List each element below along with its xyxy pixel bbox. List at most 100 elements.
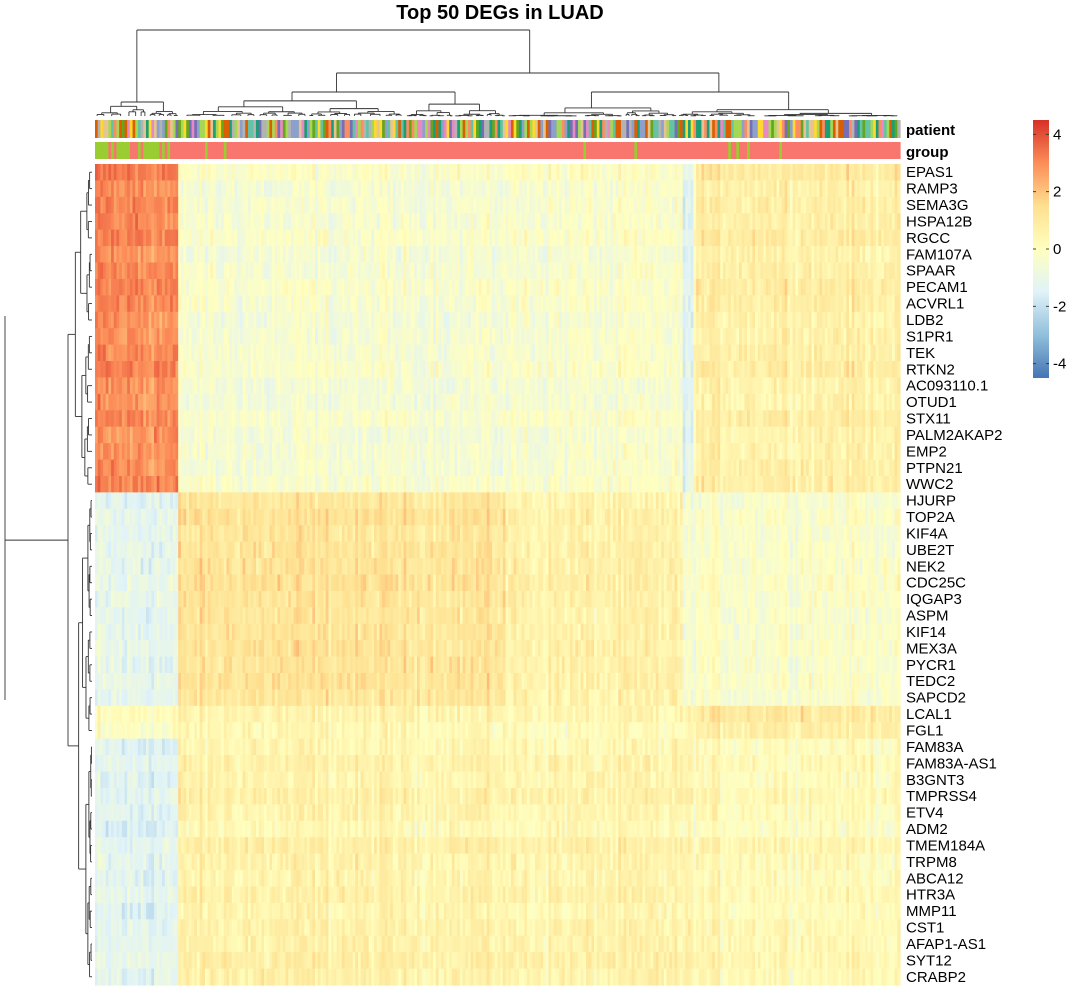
heatmap-cell: [449, 311, 453, 329]
heatmap-cell: [170, 278, 174, 296]
heatmap-cell: [781, 344, 786, 362]
heatmap-cell: [709, 295, 713, 313]
heatmap-cell: [274, 328, 279, 346]
heatmap-cell: [162, 262, 166, 280]
heatmap-cell: [376, 180, 381, 198]
heatmap-cell: [878, 311, 882, 329]
heatmap-cell: [647, 295, 652, 313]
heatmap-cell: [170, 311, 174, 329]
heatmap-cell: [282, 246, 287, 264]
heatmap-cell: [671, 295, 676, 313]
heatmap-cell: [470, 229, 474, 247]
heatmap-cell: [333, 164, 338, 182]
heatmap-cell: [784, 328, 788, 346]
heatmap-cell: [556, 311, 560, 329]
heatmap-cell: [205, 180, 209, 198]
heatmap-cell: [100, 295, 104, 313]
patient-annotation-cell: [553, 120, 558, 138]
heatmap-cell: [363, 295, 367, 313]
heatmap-cell: [229, 229, 233, 247]
patient-annotation-cell: [368, 120, 372, 138]
heatmap-cell: [315, 164, 319, 182]
group-annotation-cell: [266, 142, 271, 159]
heatmap-cell: [567, 180, 571, 198]
heatmap-cell: [543, 344, 547, 362]
heatmap-cell: [819, 328, 823, 346]
heatmap-cell: [647, 164, 652, 182]
heatmap-cell: [435, 311, 440, 329]
heatmap-cell: [513, 295, 517, 313]
group-annotation-cell: [733, 142, 737, 159]
heatmap-cell: [320, 246, 324, 264]
heatmap-cell: [505, 328, 509, 346]
heatmap-cell: [111, 164, 115, 182]
heatmap-cell: [489, 246, 493, 264]
heatmap-cell: [457, 344, 461, 362]
heatmap-cell: [481, 328, 485, 346]
patient-annotation-cell: [457, 120, 461, 138]
heatmap-cell: [553, 180, 558, 198]
heatmap-cell: [328, 213, 332, 231]
heatmap-cell: [481, 278, 485, 296]
group-annotation-cell: [516, 142, 520, 159]
heatmap-cell: [706, 180, 711, 198]
heatmap-cell: [894, 196, 898, 214]
heatmap-cell: [422, 311, 426, 329]
heatmap-cell: [234, 229, 238, 247]
patient-annotation-cell: [529, 120, 533, 138]
heatmap-cell: [730, 229, 735, 247]
heatmap-cell: [398, 196, 402, 214]
heatmap-cell: [175, 361, 179, 379]
heatmap-cell: [137, 246, 142, 264]
heatmap-cell: [137, 229, 142, 247]
heatmap-cell: [854, 278, 858, 296]
heatmap-cell: [583, 295, 587, 313]
patient-annotation-cell: [559, 120, 563, 138]
heatmap-cell: [398, 278, 402, 296]
group-annotation-cell: [543, 142, 547, 159]
heatmap-cell: [752, 311, 756, 329]
heatmap-cell: [137, 361, 142, 379]
patient-annotation-cell: [717, 120, 721, 138]
heatmap-cell: [867, 311, 872, 329]
heatmap-cell: [508, 229, 512, 247]
heatmap-cell: [677, 196, 681, 214]
heatmap-cell: [467, 328, 472, 346]
heatmap-cell: [406, 311, 410, 329]
patient-annotation-cell: [379, 120, 383, 138]
heatmap-cell: [210, 361, 214, 379]
heatmap-cell: [478, 328, 482, 346]
heatmap-cell: [798, 295, 802, 313]
heatmap-cell: [647, 344, 652, 362]
heatmap-cell: [218, 229, 222, 247]
column-dendrogram: [96, 29, 898, 117]
heatmap-cell: [408, 344, 413, 362]
heatmap-cell: [239, 213, 244, 231]
heatmap-cell: [736, 278, 740, 296]
group-annotation-cell: [215, 142, 220, 159]
heatmap-cell: [178, 213, 182, 231]
group-annotation-cell: [645, 142, 649, 159]
heatmap-cell: [172, 311, 177, 329]
heatmap-cell: [443, 180, 448, 198]
heatmap-cell: [650, 262, 654, 280]
heatmap-cell: [572, 311, 576, 329]
heatmap-cell: [331, 164, 335, 182]
heatmap-cell: [500, 229, 504, 247]
heatmap-cell: [575, 196, 579, 214]
patient-annotation-cell: [129, 120, 134, 138]
heatmap-cell: [465, 180, 469, 198]
heatmap-cell: [116, 311, 120, 329]
heatmap-cell: [634, 213, 638, 231]
heatmap-cell: [873, 213, 877, 231]
heatmap-cell: [784, 246, 788, 264]
heatmap-cell: [741, 328, 745, 346]
heatmap-cell: [564, 262, 568, 280]
heatmap-cell: [717, 295, 721, 313]
heatmap-cell: [116, 262, 120, 280]
heatmap-cell: [459, 213, 464, 231]
heatmap-cell: [392, 311, 397, 329]
heatmap-cell: [175, 262, 179, 280]
heatmap-cell: [881, 196, 885, 214]
heatmap-cell: [620, 229, 625, 247]
